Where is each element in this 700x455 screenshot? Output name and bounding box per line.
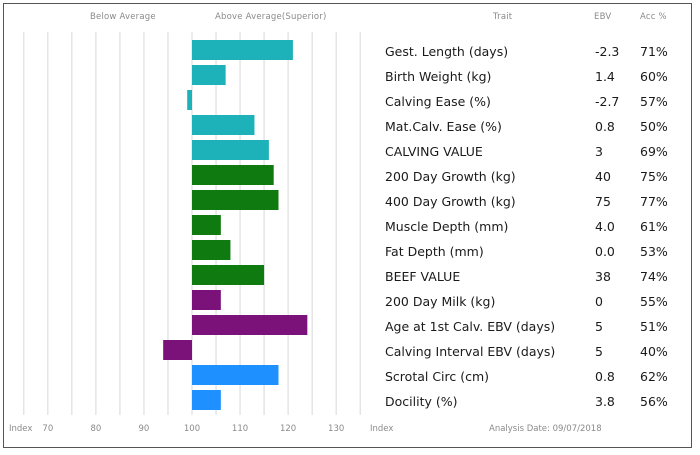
- x-tick-label: 100: [183, 424, 201, 434]
- trait-label: CALVING VALUE: [385, 144, 483, 159]
- acc-value: 56%: [640, 394, 668, 409]
- ebv-value: 0.8: [595, 369, 615, 384]
- trait-label: Fat Depth (mm): [385, 244, 484, 259]
- x-tick-label: 130: [328, 424, 345, 434]
- trait-label: Mat.Calv. Ease (%): [385, 119, 502, 134]
- bar-7: [192, 215, 221, 235]
- acc-value: 53%: [640, 244, 668, 259]
- index-label-left: Index: [9, 424, 33, 434]
- bar-0: [192, 40, 293, 60]
- ebv-value: 40: [595, 169, 611, 184]
- ebv-value: 75: [595, 194, 611, 209]
- bar-3: [192, 115, 255, 135]
- bar-11: [192, 315, 308, 335]
- x-tick-label: 90: [138, 424, 150, 434]
- acc-value: 51%: [640, 319, 668, 334]
- ebv-value: 38: [595, 269, 611, 284]
- bar-12: [163, 340, 192, 360]
- trait-label: Muscle Depth (mm): [385, 219, 509, 234]
- trait-label: BEEF VALUE: [385, 269, 461, 284]
- ebv-value: -2.3: [595, 44, 620, 59]
- trait-label: 200 Day Milk (kg): [385, 294, 496, 309]
- acc-value: 57%: [640, 94, 668, 109]
- ebv-header: EBV: [594, 12, 612, 22]
- ebv-value: 0: [595, 294, 603, 309]
- x-tick-label: 120: [279, 424, 297, 434]
- ebv-value: 3: [595, 144, 603, 159]
- acc-value: 62%: [640, 369, 668, 384]
- trait-label: 400 Day Growth (kg): [385, 194, 516, 209]
- ebv-value: -2.7: [595, 94, 620, 109]
- trait-label: Docility (%): [385, 394, 458, 409]
- x-tick-label: 70: [42, 424, 54, 434]
- acc-value: 75%: [640, 169, 668, 184]
- ebv-value: 0.8: [595, 119, 615, 134]
- bars: [163, 40, 308, 410]
- ebv-value: 1.4: [595, 69, 615, 84]
- bar-2: [187, 90, 192, 110]
- bar-5: [192, 165, 274, 185]
- trait-label: Birth Weight (kg): [385, 69, 492, 84]
- chart-frame: [3, 3, 692, 448]
- acc-value: 74%: [640, 269, 668, 284]
- trait-header: Trait: [493, 12, 513, 22]
- acc-value: 69%: [640, 144, 668, 159]
- below-average-header: Below Average: [90, 12, 156, 22]
- bar-10: [192, 290, 221, 310]
- bar-14: [192, 390, 221, 410]
- ebv-value: 3.8: [595, 394, 615, 409]
- bar-8: [192, 240, 231, 260]
- bar-13: [192, 365, 279, 385]
- ebv-value: 5: [595, 344, 603, 359]
- acc-value: 55%: [640, 294, 668, 309]
- acc-value: 77%: [640, 194, 668, 209]
- trait-label: 200 Day Growth (kg): [385, 169, 516, 184]
- x-tick-label: 110: [231, 424, 249, 434]
- acc-value: 40%: [640, 344, 668, 359]
- bar-9: [192, 265, 265, 285]
- trait-label: Age at 1st Calv. EBV (days): [385, 319, 556, 334]
- trait-label: Scrotal Circ (cm): [385, 369, 490, 384]
- x-tick-label: 80: [90, 424, 102, 434]
- index-label-right: Index: [370, 424, 394, 434]
- ebv-value: 5: [595, 319, 603, 334]
- ebv-value: 0.0: [595, 244, 615, 259]
- bar-1: [192, 65, 226, 85]
- analysis-date: Analysis Date: 09/07/2018: [489, 424, 602, 434]
- bar-4: [192, 140, 269, 160]
- trait-label: Calving Interval EBV (days): [385, 344, 556, 359]
- acc-value: 50%: [640, 119, 668, 134]
- acc-value: 61%: [640, 219, 668, 234]
- acc-value: 71%: [640, 44, 668, 59]
- trait-label: Gest. Length (days): [385, 44, 509, 59]
- bar-6: [192, 190, 279, 210]
- acc-header: Acc %: [640, 12, 667, 22]
- acc-value: 60%: [640, 69, 668, 84]
- trait-label: Calving Ease (%): [385, 94, 491, 109]
- ebv-value: 4.0: [595, 219, 615, 234]
- above-average-header: Above Average(Superior): [215, 12, 327, 22]
